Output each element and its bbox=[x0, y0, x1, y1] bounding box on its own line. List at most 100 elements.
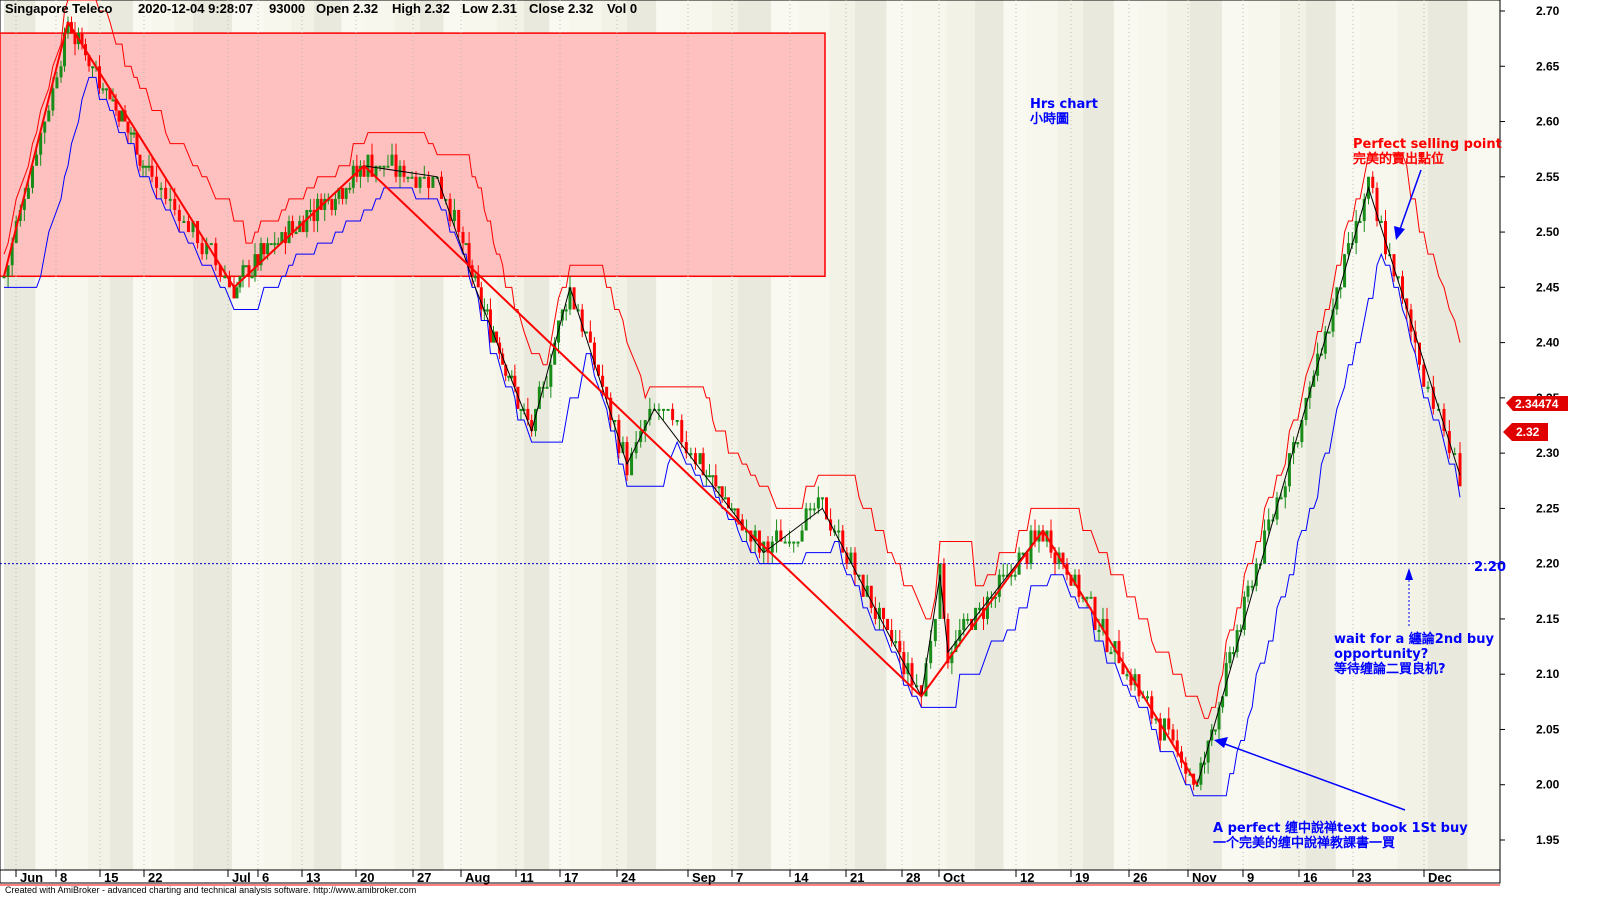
second-buy-en-1: wait for a 纏論2nd buy bbox=[1334, 631, 1494, 647]
x-tick-label: 7 bbox=[736, 870, 743, 885]
bar-body bbox=[26, 187, 30, 199]
bar-body bbox=[978, 607, 982, 610]
bar-body bbox=[117, 110, 121, 122]
bar-body bbox=[770, 541, 774, 553]
bar-body bbox=[597, 364, 600, 376]
bar-body bbox=[253, 254, 257, 277]
bar-body bbox=[1175, 740, 1179, 752]
bar-body bbox=[1371, 176, 1375, 188]
bar-body bbox=[402, 165, 406, 177]
bar-body bbox=[63, 33, 66, 67]
bar-body bbox=[150, 165, 154, 177]
bar-body bbox=[47, 110, 51, 122]
y-tick-label: 2.45 bbox=[1536, 280, 1560, 294]
bar-body bbox=[123, 110, 127, 122]
bar-body bbox=[766, 541, 770, 553]
bar-body bbox=[938, 563, 942, 619]
week-band-shade bbox=[886, 0, 912, 870]
header-open: Open 2.32 bbox=[316, 1, 378, 16]
bar-body bbox=[470, 265, 474, 277]
bar-body bbox=[894, 641, 898, 644]
bar-body bbox=[382, 165, 386, 168]
bar-body bbox=[39, 132, 43, 155]
bar-body bbox=[43, 121, 47, 133]
x-tick-label: 27 bbox=[417, 870, 431, 885]
bar-body bbox=[974, 607, 978, 630]
bar-body bbox=[837, 530, 841, 533]
bar-body bbox=[1033, 530, 1037, 542]
bar-body bbox=[1061, 552, 1065, 564]
bar-body bbox=[378, 165, 382, 168]
bar-body bbox=[111, 99, 115, 102]
bar-body bbox=[55, 77, 59, 89]
x-tick-label: 14 bbox=[794, 870, 809, 885]
bar-body bbox=[467, 243, 471, 266]
bar-body bbox=[982, 607, 985, 619]
bar-body bbox=[101, 88, 105, 91]
bar-body bbox=[132, 132, 136, 135]
bar-body bbox=[259, 243, 263, 266]
bar-body bbox=[362, 165, 366, 177]
sell-point-zh: 完美的賣出點位 bbox=[1353, 151, 1444, 167]
bar-body bbox=[250, 276, 254, 279]
bar-body bbox=[1401, 276, 1404, 299]
symbol-name: Singapore Teleco bbox=[5, 1, 112, 16]
bar-body bbox=[1232, 652, 1235, 655]
bar-body bbox=[1217, 707, 1221, 730]
bar-body bbox=[890, 629, 894, 642]
bar-body bbox=[845, 552, 849, 564]
bar-body bbox=[666, 408, 670, 411]
bar-body bbox=[714, 475, 718, 487]
y-tick-label: 2.20 bbox=[1536, 557, 1560, 571]
bar-body bbox=[736, 508, 740, 520]
bar-body bbox=[91, 66, 94, 69]
bar-body bbox=[1250, 585, 1254, 588]
bar-body bbox=[1346, 243, 1350, 255]
bar-body bbox=[1296, 442, 1300, 445]
bar-body bbox=[825, 497, 828, 520]
x-tick-label: Jul bbox=[232, 870, 251, 885]
header-datetime: 2020-12-04 9:28:07 bbox=[138, 1, 253, 16]
bar-body bbox=[444, 198, 448, 201]
bar-body bbox=[1109, 652, 1113, 655]
bar-body bbox=[970, 618, 974, 630]
bar-body bbox=[51, 88, 55, 111]
bar-body bbox=[804, 508, 808, 531]
bar-body bbox=[370, 154, 374, 177]
bar-body bbox=[479, 287, 483, 310]
bar-body bbox=[796, 541, 800, 544]
sell-point-en: Perfect selling point bbox=[1353, 137, 1502, 152]
bar-body bbox=[519, 408, 523, 411]
chart-type-zh: 小時圖 bbox=[1030, 111, 1069, 127]
bar-body bbox=[643, 419, 647, 432]
y-tick-label: 2.55 bbox=[1536, 170, 1560, 184]
bar-body bbox=[1053, 552, 1057, 564]
bar-body bbox=[1001, 574, 1005, 577]
upper-band-last-tag: 2.34474 bbox=[1506, 396, 1568, 411]
bar-body bbox=[568, 287, 572, 310]
bar-body bbox=[584, 331, 588, 334]
x-tick-label: 9 bbox=[1247, 870, 1254, 885]
bar-body bbox=[337, 187, 341, 199]
bar-body bbox=[1327, 331, 1331, 334]
week-band-shade bbox=[946, 0, 975, 870]
bar-body bbox=[993, 596, 997, 599]
upper-band-line bbox=[3, 0, 1461, 719]
y-tick-label: 2.50 bbox=[1536, 225, 1560, 239]
bar-body bbox=[333, 198, 337, 210]
bar-body bbox=[1049, 530, 1053, 553]
last-close-value: 2.32 bbox=[1516, 425, 1540, 439]
sell-arrow-line bbox=[1398, 169, 1422, 233]
annotation-sell: Perfect selling point 完美的賣出點位 bbox=[1353, 137, 1502, 240]
bar-body bbox=[966, 618, 970, 621]
bar-body bbox=[1077, 574, 1081, 597]
bar-body bbox=[1267, 519, 1271, 531]
bar-body bbox=[273, 243, 277, 246]
y-tick-label: 2.05 bbox=[1536, 722, 1560, 736]
bar-body bbox=[711, 475, 715, 478]
header-high: High 2.32 bbox=[392, 1, 450, 16]
bar-body bbox=[958, 629, 962, 642]
bar-body bbox=[256, 254, 260, 266]
bar-body bbox=[427, 176, 431, 188]
